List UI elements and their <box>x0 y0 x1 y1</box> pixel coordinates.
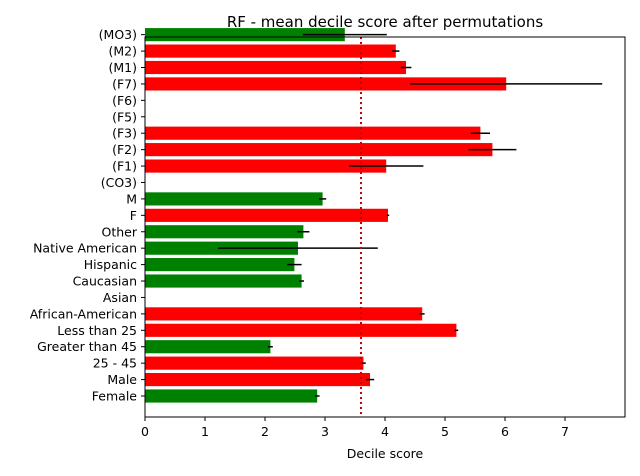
bar <box>145 356 364 370</box>
y-tick-label: 25 - 45 <box>93 356 137 371</box>
bar <box>145 274 302 288</box>
x-tick-label: 3 <box>321 424 329 439</box>
y-tick-label: (F7) <box>112 76 137 91</box>
y-tick-label: (M1) <box>109 60 138 75</box>
x-axis-label: Decile score <box>347 446 424 461</box>
bar <box>145 28 345 42</box>
x-tick-label: 4 <box>381 424 389 439</box>
bar <box>145 340 271 354</box>
y-tick-label: (F2) <box>112 142 137 157</box>
plot-area <box>144 28 626 418</box>
x-tick-label: 7 <box>561 424 569 439</box>
y-tick-label: Hispanic <box>84 257 137 272</box>
y-tick-label: (M2) <box>109 44 138 59</box>
y-tick-label: Greater than 45 <box>37 339 137 354</box>
y-tick-label: (F6) <box>112 93 137 108</box>
y-tick-label: Asian <box>103 290 137 305</box>
x-tick-label: 2 <box>261 424 269 439</box>
bar <box>145 159 387 173</box>
y-tick-label: (MO3) <box>99 27 137 42</box>
bar <box>145 208 388 222</box>
bar <box>145 192 323 206</box>
y-tick-label: Other <box>102 224 138 239</box>
y-tick-label: Male <box>107 372 137 387</box>
y-tick-label: Native American <box>33 241 137 256</box>
bar <box>145 77 507 91</box>
bar <box>145 126 481 140</box>
bar <box>145 323 457 337</box>
y-tick-label: (F5) <box>112 109 137 124</box>
x-tick-label: 1 <box>201 424 209 439</box>
y-tick-label: M <box>126 191 137 206</box>
y-tick-label: (F3) <box>112 126 137 141</box>
x-tick-label: 0 <box>141 424 149 439</box>
chart-title: RF - mean decile score after permutation… <box>227 13 544 31</box>
bar <box>145 143 493 157</box>
bar <box>145 225 304 239</box>
bar <box>145 44 396 58</box>
bar <box>145 373 370 387</box>
x-tick-label: 5 <box>441 424 449 439</box>
y-tick-label: Female <box>92 389 138 404</box>
y-tick-label: (CO3) <box>101 175 137 190</box>
bar <box>145 307 423 321</box>
y-tick-label: F <box>130 208 137 223</box>
y-tick-label: African-American <box>30 306 137 321</box>
y-tick-label: (F1) <box>112 159 137 174</box>
x-tick-label: 6 <box>501 424 509 439</box>
y-tick-label: Caucasian <box>73 274 137 289</box>
bar <box>145 389 318 403</box>
y-tick-label: Less than 25 <box>57 323 137 338</box>
bar <box>145 60 406 75</box>
bar <box>145 258 295 272</box>
x-axis: 0 1 2 3 4 5 6 7 <box>141 417 569 439</box>
